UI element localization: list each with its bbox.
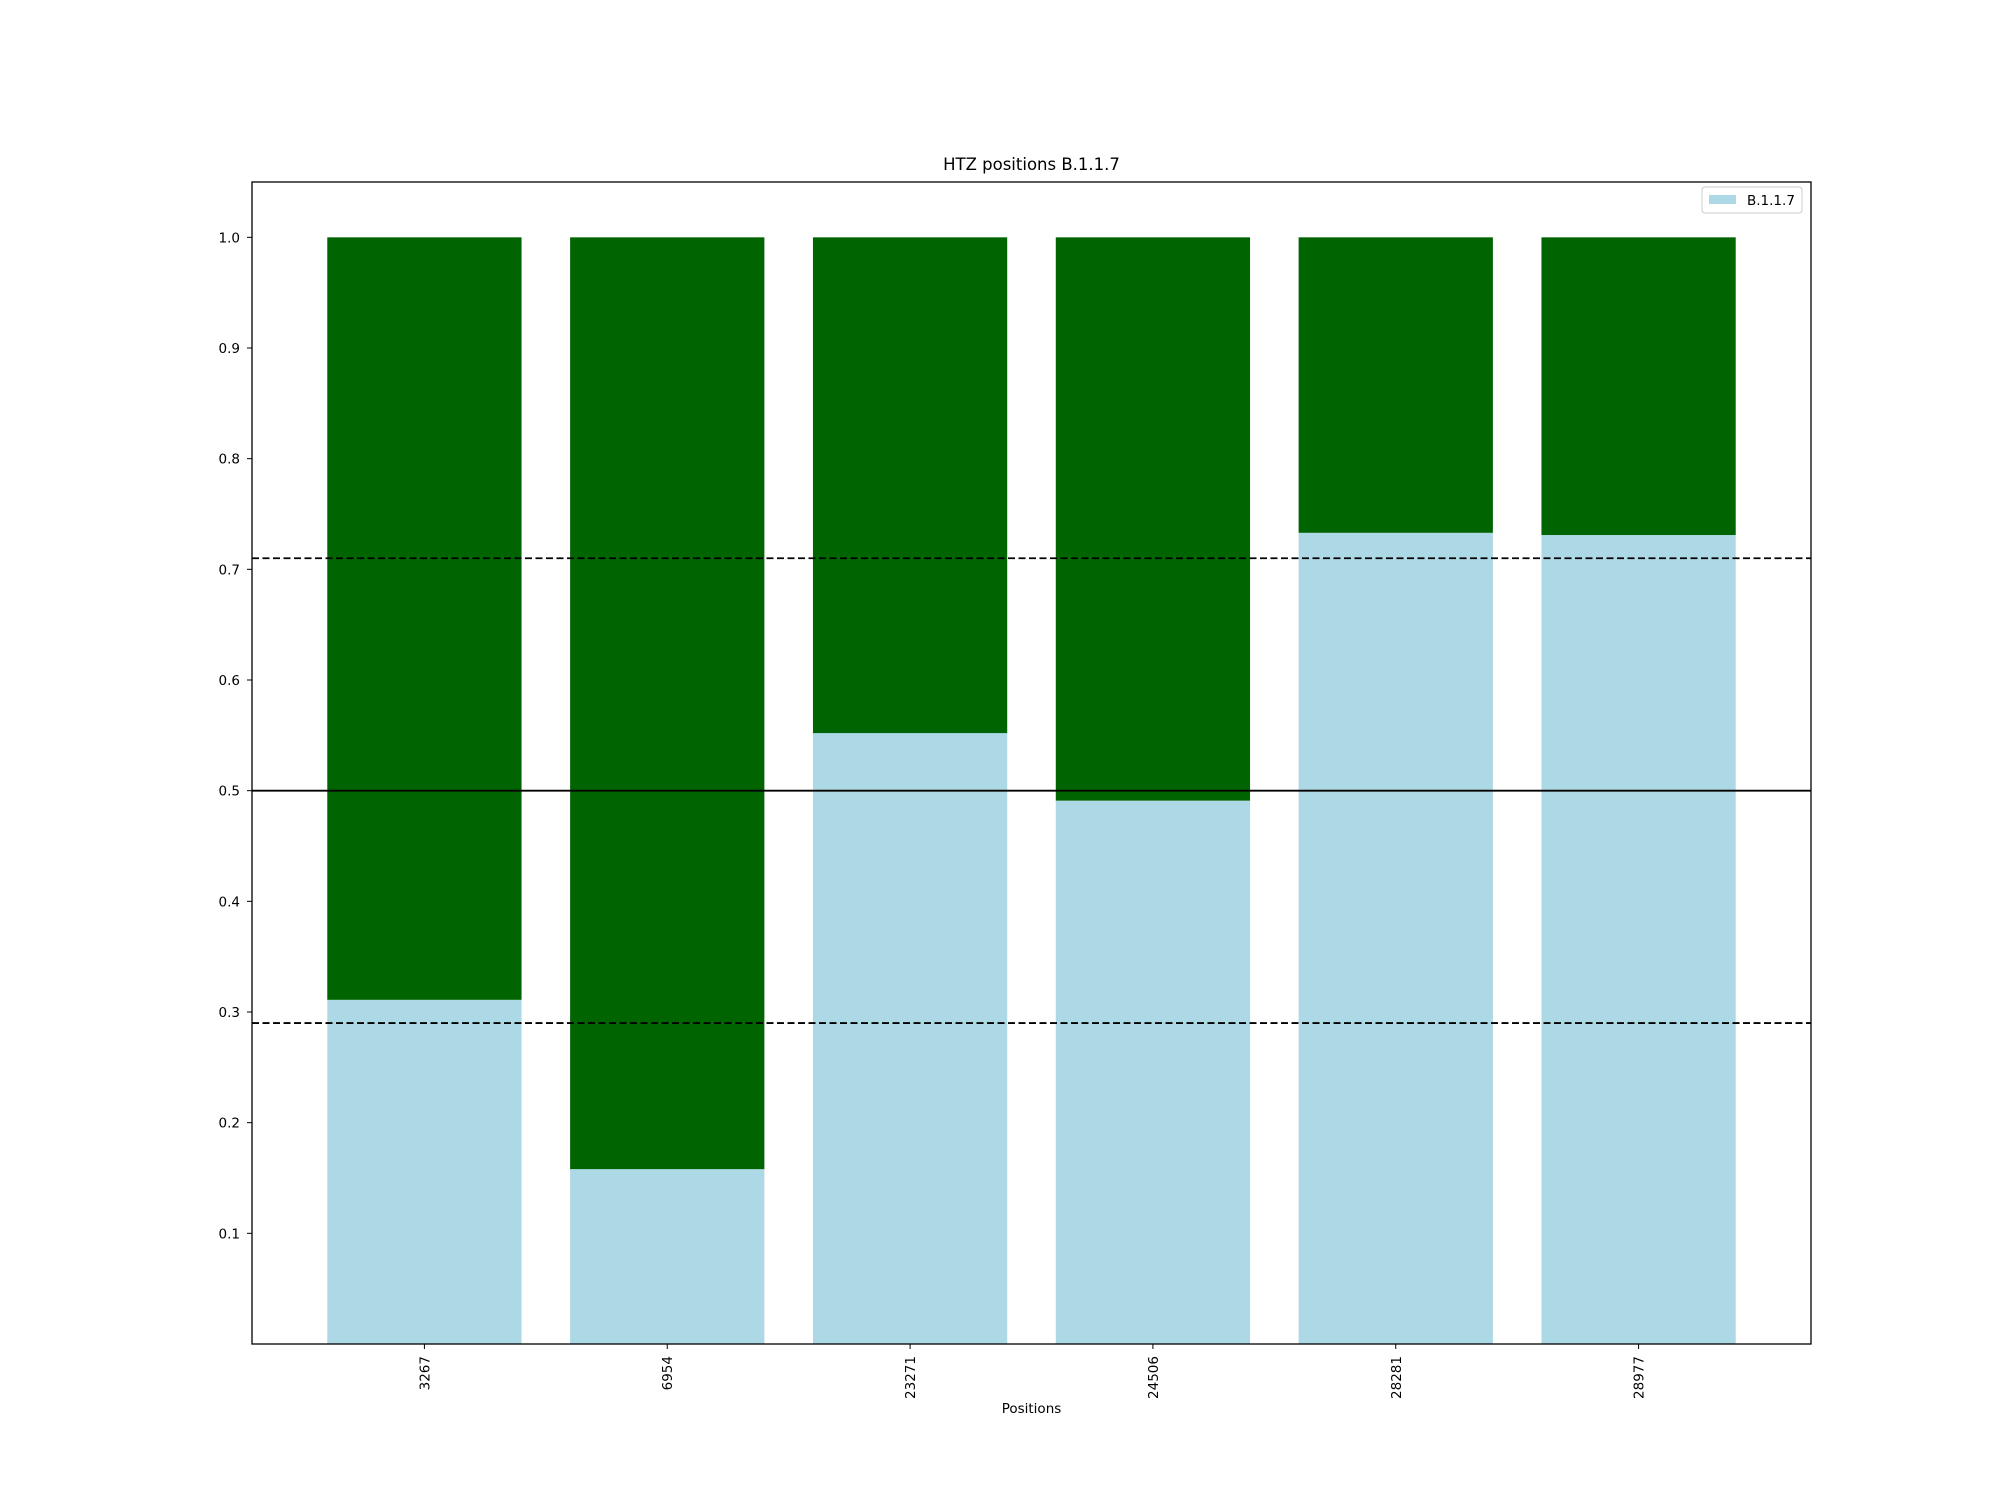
y-tick-label: 0.6 bbox=[219, 673, 240, 689]
x-tick-label: 24506 bbox=[1146, 1356, 1162, 1399]
y-tick-label: 0.2 bbox=[219, 1116, 240, 1132]
x-tick-label: 23271 bbox=[903, 1356, 919, 1399]
bar-segment-1-24506 bbox=[1055, 237, 1251, 801]
reference-lines-group bbox=[252, 557, 1811, 1024]
bar-segment-0-24506 bbox=[1055, 800, 1251, 1344]
bar-segment-1-3267 bbox=[327, 237, 522, 1000]
y-tick-label: 0.5 bbox=[219, 784, 240, 800]
y-tick-label: 0.9 bbox=[219, 341, 240, 357]
chart-title: HTZ positions B.1.1.7 bbox=[943, 155, 1120, 174]
legend-swatch bbox=[1709, 195, 1736, 204]
bar-segment-1-6954 bbox=[570, 237, 765, 1170]
y-tick-label: 0.7 bbox=[219, 562, 240, 578]
y-tick-label: 0.8 bbox=[219, 452, 240, 468]
legend-box bbox=[1701, 186, 1803, 214]
bar-segment-1-28977 bbox=[1541, 237, 1736, 536]
legend: B.1.1.7 bbox=[1701, 186, 1803, 214]
y-tick-label: 0.1 bbox=[219, 1226, 240, 1242]
x-tick-label: 28281 bbox=[1389, 1356, 1405, 1399]
bar-segment-0-23271 bbox=[812, 733, 1008, 1344]
x-tick-label: 28977 bbox=[1632, 1356, 1648, 1399]
bar-segment-0-6954 bbox=[570, 1169, 765, 1344]
legend-entry-label: B.1.1.7 bbox=[1747, 193, 1795, 209]
bar-segment-1-28281 bbox=[1298, 237, 1493, 533]
bar-segment-1-23271 bbox=[812, 237, 1008, 734]
bars-group bbox=[327, 237, 1736, 1344]
y-axis: 0.1 0.2 0.3 0.4 0.5 0.6 0.7 0.8 0.9 1.0 bbox=[219, 230, 252, 1242]
y-tick-label: 1.0 bbox=[219, 230, 240, 246]
bar-segment-0-3267 bbox=[327, 999, 522, 1344]
y-tick-label: 0.4 bbox=[219, 894, 240, 910]
x-tick-label: 6954 bbox=[660, 1356, 676, 1390]
x-tick-label: 3267 bbox=[417, 1356, 433, 1390]
bar-segment-0-28281 bbox=[1298, 532, 1493, 1344]
plot-frame bbox=[251, 181, 1812, 1345]
y-tick-label: 0.3 bbox=[219, 1005, 240, 1021]
bar-segment-0-28977 bbox=[1541, 535, 1736, 1344]
x-axis: 3267 6954 23271 24506 28281 28977 bbox=[417, 1344, 1648, 1399]
x-axis-label: Positions bbox=[1002, 1401, 1062, 1417]
